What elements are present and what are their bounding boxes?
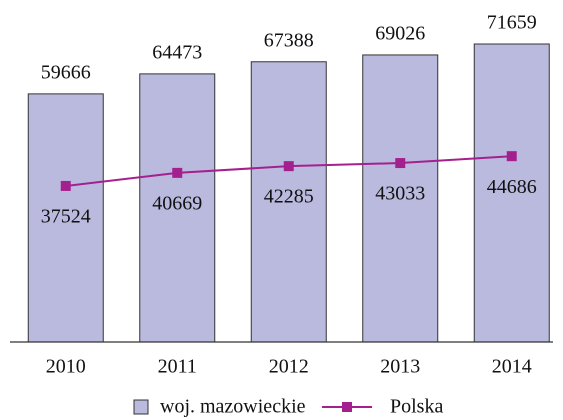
x-tick-label: 2013 (380, 356, 420, 378)
legend-label: Polska (390, 396, 443, 418)
line-value-label: 40669 (152, 192, 202, 214)
line-marker (172, 167, 183, 178)
bar-value-label: 67388 (264, 29, 314, 51)
line-value-label: 37524 (41, 206, 91, 228)
line-value-label: 43033 (375, 183, 425, 205)
bar (139, 73, 216, 343)
line-marker (506, 151, 517, 162)
bar-value-label: 59666 (41, 61, 91, 83)
bar (362, 54, 439, 343)
line-value-label: 42285 (264, 186, 314, 208)
bar (27, 93, 104, 343)
x-tick-label: 2012 (269, 356, 309, 378)
legend-marker (342, 402, 352, 412)
bar (473, 43, 550, 343)
line-value-label: 44686 (487, 176, 537, 198)
bar (250, 61, 327, 343)
line-marker (283, 161, 294, 172)
x-tick-label: 2014 (492, 356, 532, 378)
bar-value-label: 71659 (487, 12, 537, 34)
x-tick-label: 2010 (46, 356, 86, 378)
x-tick-label: 2011 (158, 356, 197, 378)
legend-swatch (133, 399, 149, 415)
bar-value-label: 69026 (375, 23, 425, 45)
line-marker (395, 158, 406, 169)
bar-value-label: 64473 (152, 41, 202, 63)
line-marker (60, 180, 71, 191)
legend-label: woj. mazowieckie (160, 396, 306, 418)
